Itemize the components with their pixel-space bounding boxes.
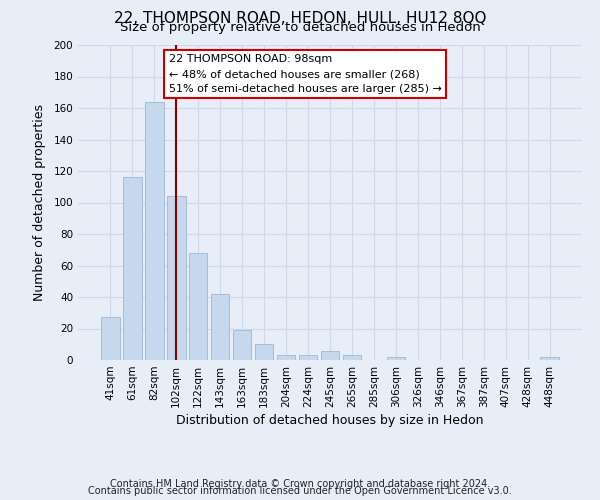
Text: 22, THOMPSON ROAD, HEDON, HULL, HU12 8QQ: 22, THOMPSON ROAD, HEDON, HULL, HU12 8QQ [114,11,486,26]
Text: 22 THOMPSON ROAD: 98sqm
← 48% of detached houses are smaller (268)
51% of semi-d: 22 THOMPSON ROAD: 98sqm ← 48% of detache… [169,54,442,94]
Bar [211,294,229,360]
Bar [123,178,142,360]
Bar [167,196,185,360]
Bar [343,356,361,360]
Bar [189,253,208,360]
Bar [320,350,340,360]
Text: Contains public sector information licensed under the Open Government Licence v3: Contains public sector information licen… [88,486,512,496]
Bar [145,102,164,360]
Bar [255,344,274,360]
Bar [386,357,405,360]
Text: Size of property relative to detached houses in Hedon: Size of property relative to detached ho… [119,22,481,35]
Bar [277,356,295,360]
Text: Contains HM Land Registry data © Crown copyright and database right 2024.: Contains HM Land Registry data © Crown c… [110,479,490,489]
Bar [299,356,317,360]
Y-axis label: Number of detached properties: Number of detached properties [34,104,46,301]
Bar [541,357,559,360]
X-axis label: Distribution of detached houses by size in Hedon: Distribution of detached houses by size … [176,414,484,427]
Bar [233,330,251,360]
Bar [101,318,119,360]
